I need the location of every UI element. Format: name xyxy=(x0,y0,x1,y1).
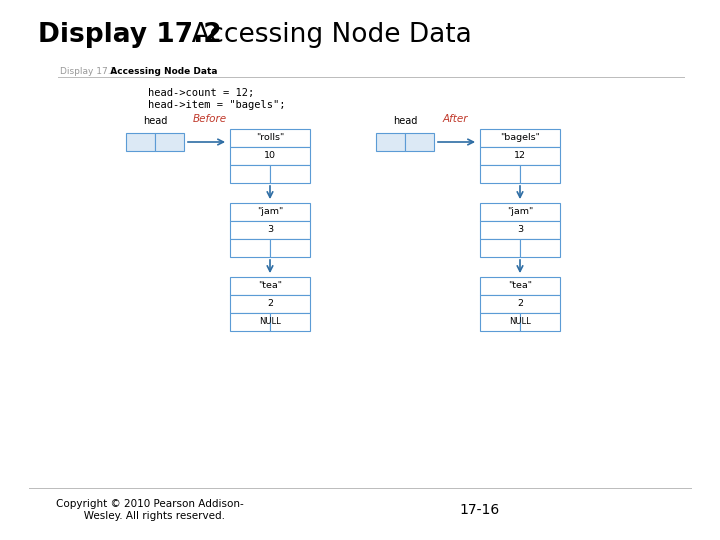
FancyBboxPatch shape xyxy=(376,133,405,151)
FancyBboxPatch shape xyxy=(230,203,310,221)
FancyBboxPatch shape xyxy=(270,239,310,257)
Text: NULL: NULL xyxy=(259,318,281,327)
FancyBboxPatch shape xyxy=(405,133,434,151)
FancyBboxPatch shape xyxy=(480,277,560,295)
FancyBboxPatch shape xyxy=(230,221,310,239)
FancyBboxPatch shape xyxy=(230,313,270,331)
Text: head: head xyxy=(143,116,167,126)
FancyBboxPatch shape xyxy=(126,133,155,151)
Text: Accessing Node Data: Accessing Node Data xyxy=(104,66,217,76)
FancyBboxPatch shape xyxy=(480,165,520,183)
Text: Display 17.2: Display 17.2 xyxy=(60,66,116,76)
FancyBboxPatch shape xyxy=(480,203,560,221)
Text: Accessing Node Data: Accessing Node Data xyxy=(175,22,472,48)
Text: "tea": "tea" xyxy=(508,281,532,291)
Text: NULL: NULL xyxy=(509,318,531,327)
Text: Before: Before xyxy=(193,114,227,124)
FancyBboxPatch shape xyxy=(520,313,560,331)
Text: "bagels": "bagels" xyxy=(500,133,540,143)
FancyBboxPatch shape xyxy=(270,313,310,331)
Text: head->item = "bagels";: head->item = "bagels"; xyxy=(148,100,286,110)
Text: After: After xyxy=(442,114,468,124)
FancyBboxPatch shape xyxy=(480,147,560,165)
Text: head: head xyxy=(393,116,417,126)
FancyBboxPatch shape xyxy=(230,295,310,313)
Text: 2: 2 xyxy=(267,300,273,308)
Text: "rolls": "rolls" xyxy=(256,133,284,143)
FancyBboxPatch shape xyxy=(230,129,310,147)
FancyBboxPatch shape xyxy=(270,165,310,183)
FancyBboxPatch shape xyxy=(230,277,310,295)
FancyBboxPatch shape xyxy=(520,165,560,183)
Text: "jam": "jam" xyxy=(257,207,283,217)
Text: 3: 3 xyxy=(267,226,273,234)
Text: head->count = 12;: head->count = 12; xyxy=(148,88,254,98)
Text: "jam": "jam" xyxy=(507,207,533,217)
FancyBboxPatch shape xyxy=(155,133,184,151)
FancyBboxPatch shape xyxy=(480,295,560,313)
FancyBboxPatch shape xyxy=(480,129,560,147)
FancyBboxPatch shape xyxy=(480,313,520,331)
Text: 10: 10 xyxy=(264,152,276,160)
FancyBboxPatch shape xyxy=(480,239,520,257)
Text: 17-16: 17-16 xyxy=(460,503,500,517)
FancyBboxPatch shape xyxy=(230,165,270,183)
FancyBboxPatch shape xyxy=(230,239,270,257)
Text: Display 17.2: Display 17.2 xyxy=(38,22,222,48)
Text: 3: 3 xyxy=(517,226,523,234)
FancyBboxPatch shape xyxy=(520,239,560,257)
Text: Copyright © 2010 Pearson Addison-
   Wesley. All rights reserved.: Copyright © 2010 Pearson Addison- Wesley… xyxy=(56,499,244,521)
Text: 2: 2 xyxy=(517,300,523,308)
Text: "tea": "tea" xyxy=(258,281,282,291)
FancyBboxPatch shape xyxy=(480,221,560,239)
Text: 12: 12 xyxy=(514,152,526,160)
FancyBboxPatch shape xyxy=(230,147,310,165)
